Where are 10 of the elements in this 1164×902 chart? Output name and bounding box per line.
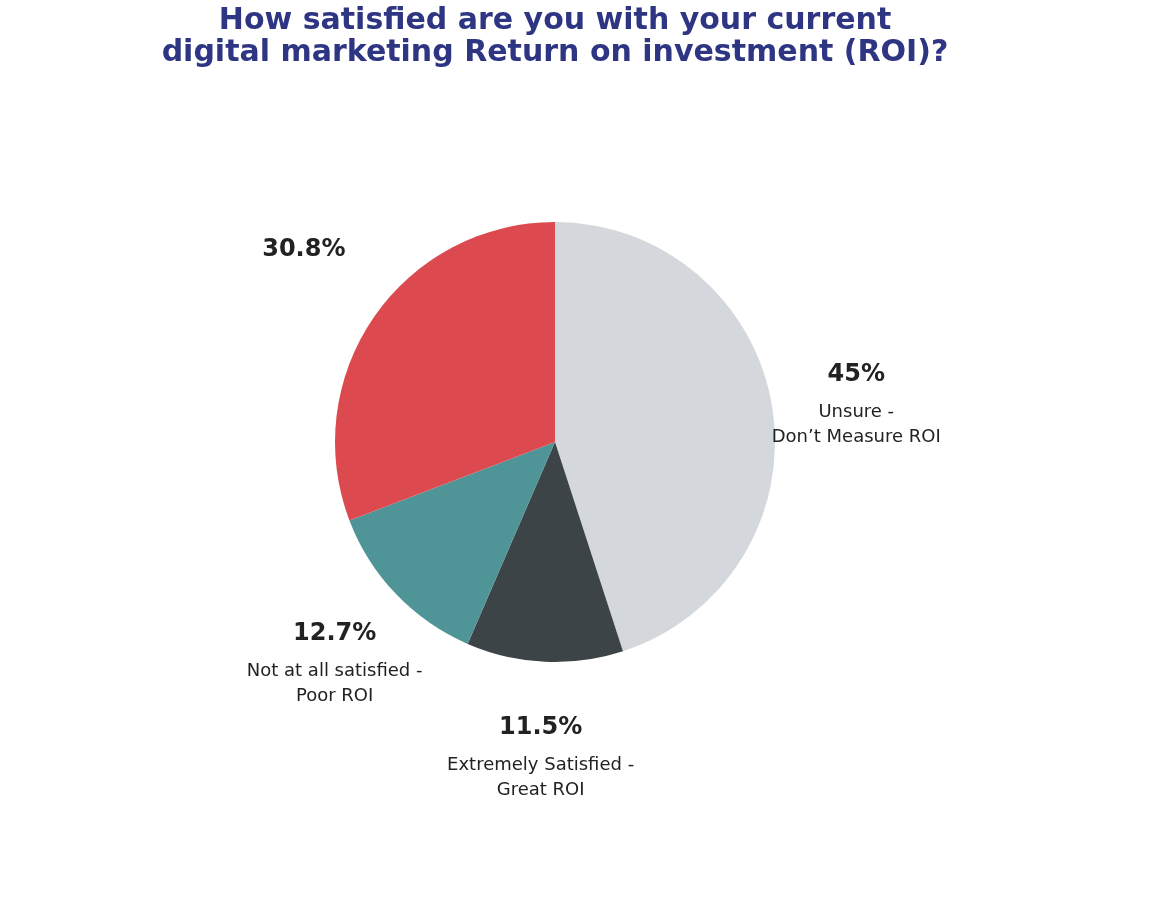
data-label: 12.7% (293, 617, 377, 646)
slice-label: Not at all satisfied - Poor ROI (246, 658, 423, 705)
data-label: 30.8% (262, 233, 346, 262)
chart-title: How satisfied are you with your current digital marketing Return on investment (ROI)? (161, 1, 949, 68)
pie-slice (555, 222, 775, 652)
slice-label: Unsure - Don’t Measure ROI (771, 400, 941, 447)
slice-label: Extremely Satisfied - Great ROI (447, 752, 635, 799)
data-label: 45% (827, 359, 885, 388)
data-label: 11.5% (499, 711, 583, 740)
pie-slice (467, 442, 623, 662)
